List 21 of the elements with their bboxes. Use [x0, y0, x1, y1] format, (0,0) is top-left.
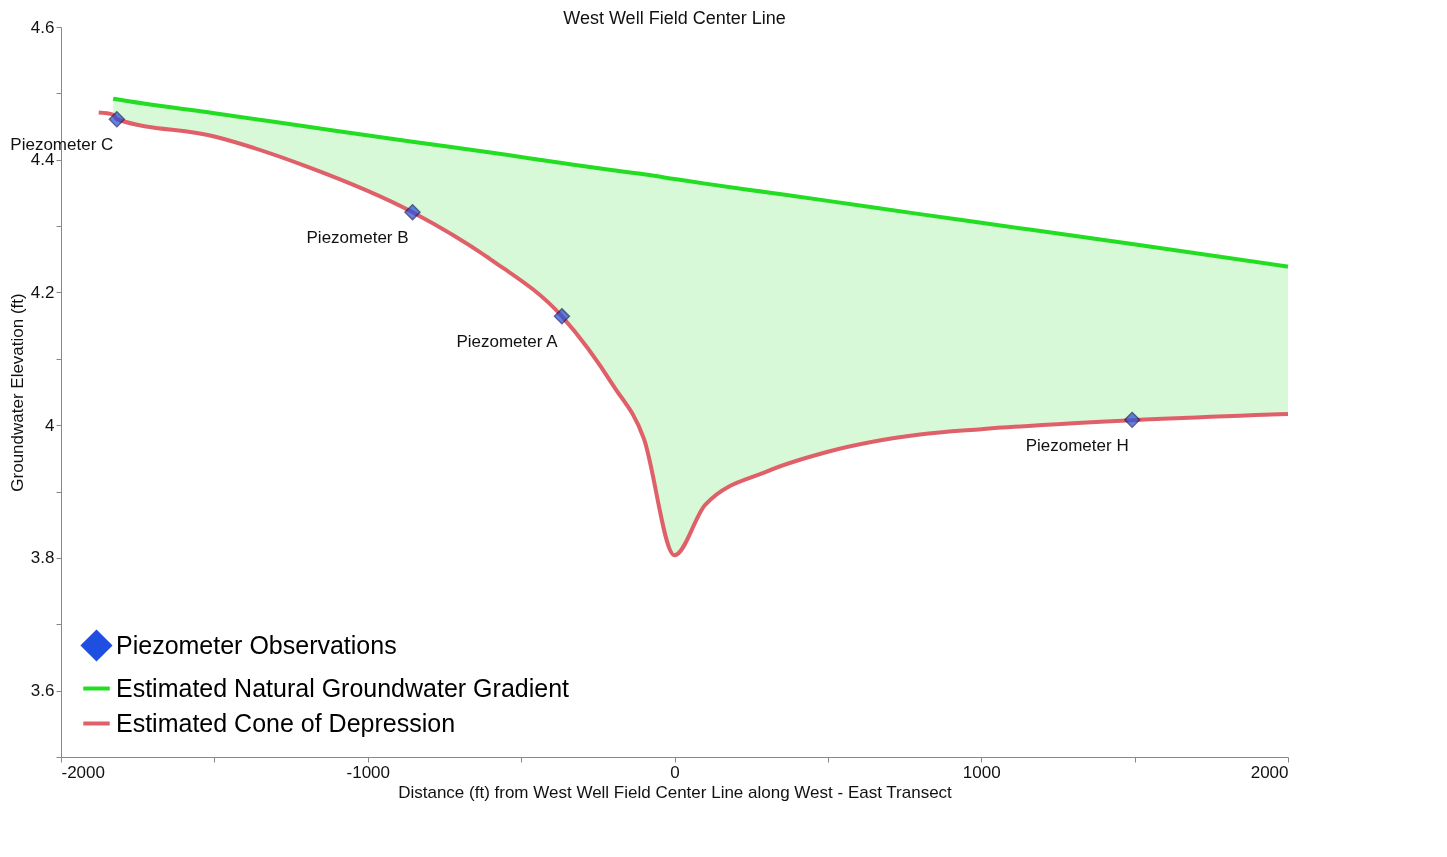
x-tick-label: 1000: [962, 762, 1001, 782]
x-tick-label: 2000: [1250, 762, 1289, 782]
y-tick-label: 3.8: [30, 548, 55, 568]
chart-title: West Well Field Center Line: [563, 8, 786, 28]
y-tick-label: 4.4: [30, 150, 55, 170]
y-tick-label: 3.6: [30, 681, 55, 701]
x-tick-label: -2000: [61, 762, 105, 782]
annotation: Piezometer B: [306, 228, 409, 248]
x-tick-label: 0: [670, 762, 680, 782]
y-tick-label: 4.2: [30, 282, 55, 302]
annotation: Piezometer H: [1025, 435, 1129, 455]
y-tick-label: 4.6: [30, 17, 55, 37]
legend-label: Estimated Natural Groundwater Gradient: [116, 673, 570, 702]
legend-label: Piezometer Observations: [116, 630, 397, 659]
line-series: [111, 96, 1290, 269]
legend-label: Estimated Cone of Depression: [116, 708, 456, 737]
x-axis-title: Distance (ft) from West Well Field Center Line along West - East Transect: [398, 782, 953, 802]
x-tick-label: -1000: [346, 762, 390, 782]
y-tick-label: 4: [45, 415, 55, 435]
y-axis-title: Groundwater Elevation (ft): [7, 293, 27, 492]
annotation: Piezometer A: [456, 332, 559, 352]
